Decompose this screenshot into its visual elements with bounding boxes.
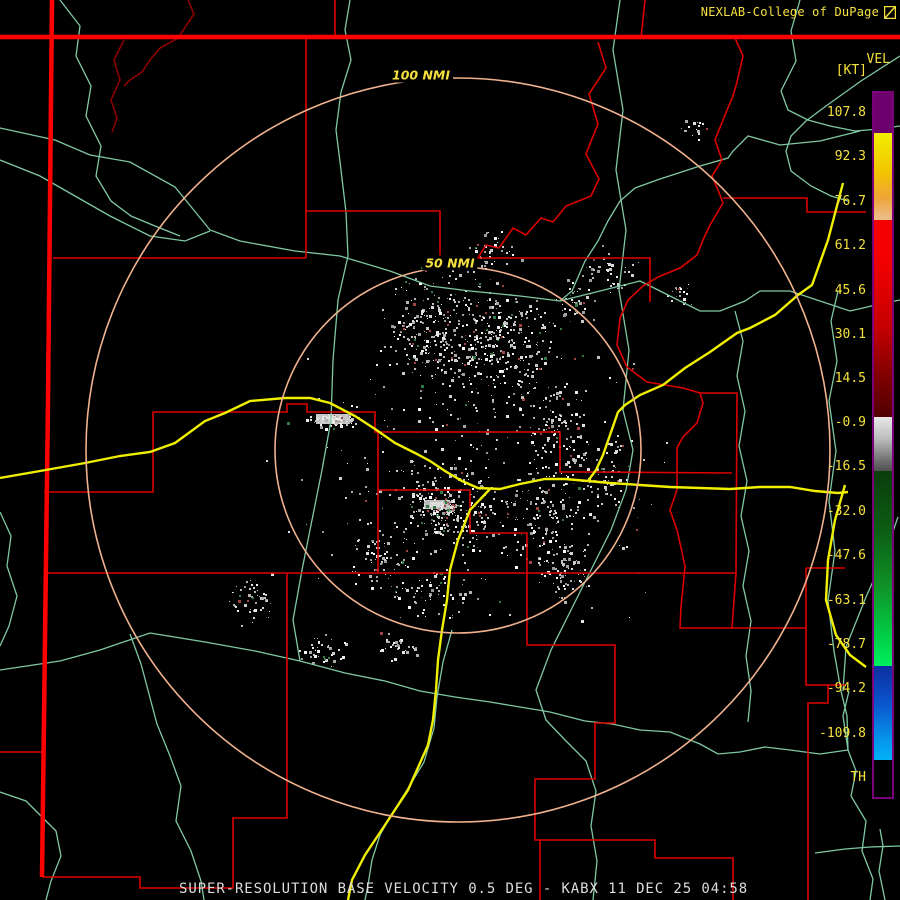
attribution-text: NEXLAB-College of DuPage [700,5,879,19]
boundary-line-dark [123,37,179,87]
colorbar-tick-label: 14.5 [834,371,866,386]
river-line [734,310,752,723]
colorbar-tick-label: -47.6 [826,548,866,563]
colorbar-tick-label: -109.8 [819,726,866,741]
boundary-line-dark [110,39,125,133]
highway-line [346,488,491,900]
highway-line [587,182,845,482]
colorbar-segment [874,93,892,133]
colorbar-tick-label: 107.8 [826,105,866,120]
colorbar-tick-label: 92.3 [834,149,866,164]
colorbar-segment [874,133,892,220]
colorbar-segment [874,666,892,760]
county-boundary-line [616,202,732,629]
county-boundary-line [44,412,154,493]
river-line [878,828,886,900]
county-boundary-line [640,0,646,39]
river-line [0,791,62,900]
product-title: SUPER-RESOLUTION BASE VELOCITY 0.5 DEG -… [179,881,749,897]
highway-line [824,484,867,668]
river-line [0,159,211,242]
river-line [535,0,634,900]
county-boundary-line [805,568,829,900]
county-boundary-line [477,41,607,259]
attribution: NEXLAB-College of DuPage [701,5,896,19]
colorbar-tick-label: -16.5 [826,459,866,474]
velocity-echoes [229,120,708,667]
river-line [0,511,18,647]
county-boundary-line [378,489,734,900]
range-ring [85,77,831,823]
river-line [129,633,205,900]
county-boundary-line [153,403,733,474]
colorbar-tick-label: -94.2 [826,681,866,696]
river-line [292,0,352,662]
colorbar-tick-label: 76.7 [834,194,866,209]
colorbar-tick-label: 61.2 [834,238,866,253]
colorbar-segment [874,471,892,666]
river-line [814,845,900,854]
colorbar-tick-label: 30.1 [834,327,866,342]
river-line [785,55,900,202]
river-line [59,0,181,237]
colorbar-units: [KT] [835,63,867,78]
boundary-line-dark [177,0,195,39]
county-boundary-line [700,392,738,629]
colorbar-tick-label: 45.6 [834,283,866,298]
river-line [847,749,874,900]
colorbar-tick-label: -78.7 [826,637,866,652]
river-line [364,629,453,900]
highway-line [0,396,849,495]
colorbar-tick-label: -32.0 [826,504,866,519]
colorbar-segment [874,417,892,471]
colorbar-tick-label: TH [850,770,866,785]
range-ring-label: 100 NMI [389,67,453,83]
river-line [827,290,849,751]
range-ring-label: 50 NMI [422,255,478,271]
county-boundary-line [42,573,288,889]
colorbar-segment [874,760,892,797]
river-line [559,130,861,302]
river-line [780,0,900,132]
colorbar-title: VEL [866,52,890,67]
river-line [0,127,900,312]
colorbar-tick-label: -63.1 [826,593,866,608]
velocity-colorbar [872,91,894,799]
colorbar-tick-label: -0.9 [834,415,866,430]
river-line [842,690,850,751]
county-boundary-line [711,37,744,204]
cod-logo-icon [884,5,896,19]
state-boundary-line [39,0,55,878]
river-line [0,632,849,755]
colorbar-segment [874,220,892,417]
